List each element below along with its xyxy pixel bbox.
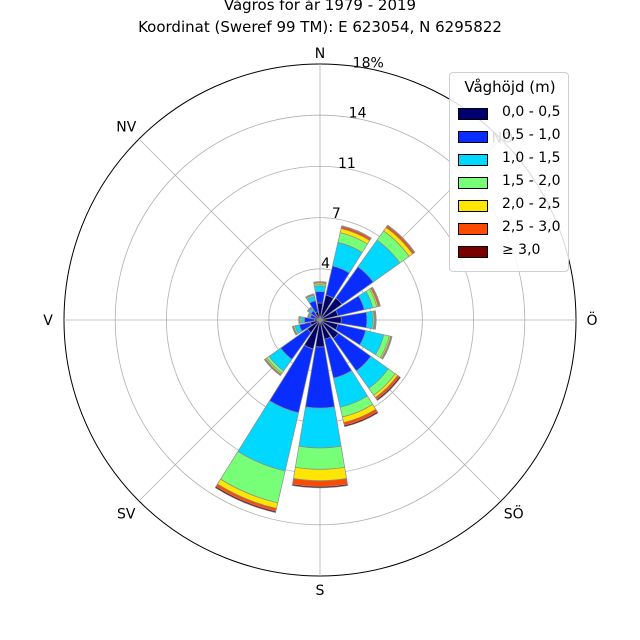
radial-tick-label: 7 bbox=[332, 206, 341, 222]
legend-label: 0,5 - 1,0 bbox=[502, 127, 561, 143]
legend-label: ≥ 3,0 bbox=[502, 242, 541, 258]
radial-tick-label: 11 bbox=[338, 156, 356, 172]
legend-swatch bbox=[458, 200, 488, 212]
legend: Våghöjd (m) 0,0 - 0,5 0,5 - 1,0 1,0 - 1,5 1… bbox=[449, 72, 569, 272]
legend-swatch bbox=[458, 131, 488, 143]
rose-segment bbox=[294, 445, 346, 470]
grid-spoke bbox=[138, 138, 321, 321]
direction-label: SV bbox=[117, 507, 136, 523]
legend-title: Våghöjd (m) bbox=[464, 78, 556, 96]
rose-segment bbox=[298, 316, 301, 324]
rose-segment bbox=[293, 466, 347, 482]
legend-label: 1,5 - 2,0 bbox=[502, 173, 561, 189]
rose-segment bbox=[307, 312, 311, 318]
rose-segment bbox=[376, 376, 401, 401]
legend-swatch bbox=[458, 177, 488, 189]
rose-segment bbox=[298, 406, 342, 449]
direction-label: V bbox=[43, 313, 53, 329]
rose-segment bbox=[365, 310, 373, 330]
rose-segment bbox=[306, 306, 312, 312]
rose-segment bbox=[313, 281, 327, 284]
rose-segment bbox=[371, 286, 381, 307]
legend-swatch bbox=[458, 246, 488, 258]
rose-segment bbox=[263, 358, 282, 377]
rose-segment bbox=[314, 291, 326, 304]
rose-bars bbox=[214, 224, 416, 514]
legend-label: 2,0 - 2,5 bbox=[502, 196, 561, 212]
rose-segment bbox=[214, 485, 277, 514]
radial-tick-label: 4 bbox=[321, 256, 330, 272]
rose-segment bbox=[381, 336, 393, 360]
legend-label: 0,0 - 0,5 bbox=[502, 104, 561, 120]
direction-label: N bbox=[315, 46, 325, 62]
legend-label: 2,5 - 3,0 bbox=[502, 219, 561, 235]
rose-segment bbox=[291, 325, 297, 336]
legend-swatch bbox=[458, 108, 488, 120]
rose-segment bbox=[313, 285, 327, 293]
rose-segment bbox=[386, 224, 416, 254]
rose-segment bbox=[305, 293, 315, 299]
legend-swatch bbox=[458, 223, 488, 235]
radial-tick-label: 14 bbox=[349, 106, 367, 122]
legend-label: 1,0 - 1,5 bbox=[502, 150, 561, 166]
direction-label: Ö bbox=[586, 311, 597, 329]
rose-segment bbox=[374, 310, 377, 330]
chart-title: Vågros för år 1979 - 2019 bbox=[223, 0, 417, 14]
direction-label: NV bbox=[116, 119, 136, 135]
radial-tick-label: 18% bbox=[353, 56, 384, 72]
direction-label: SÖ bbox=[504, 505, 524, 523]
chart-subtitle: Koordinat (Sweref 99 TM): E 623054, N 62… bbox=[138, 18, 502, 36]
rose-segment bbox=[343, 411, 379, 428]
legend-swatch bbox=[458, 154, 488, 166]
rose-segment bbox=[341, 225, 372, 240]
rose-segment bbox=[291, 483, 349, 489]
direction-label: S bbox=[316, 583, 325, 599]
